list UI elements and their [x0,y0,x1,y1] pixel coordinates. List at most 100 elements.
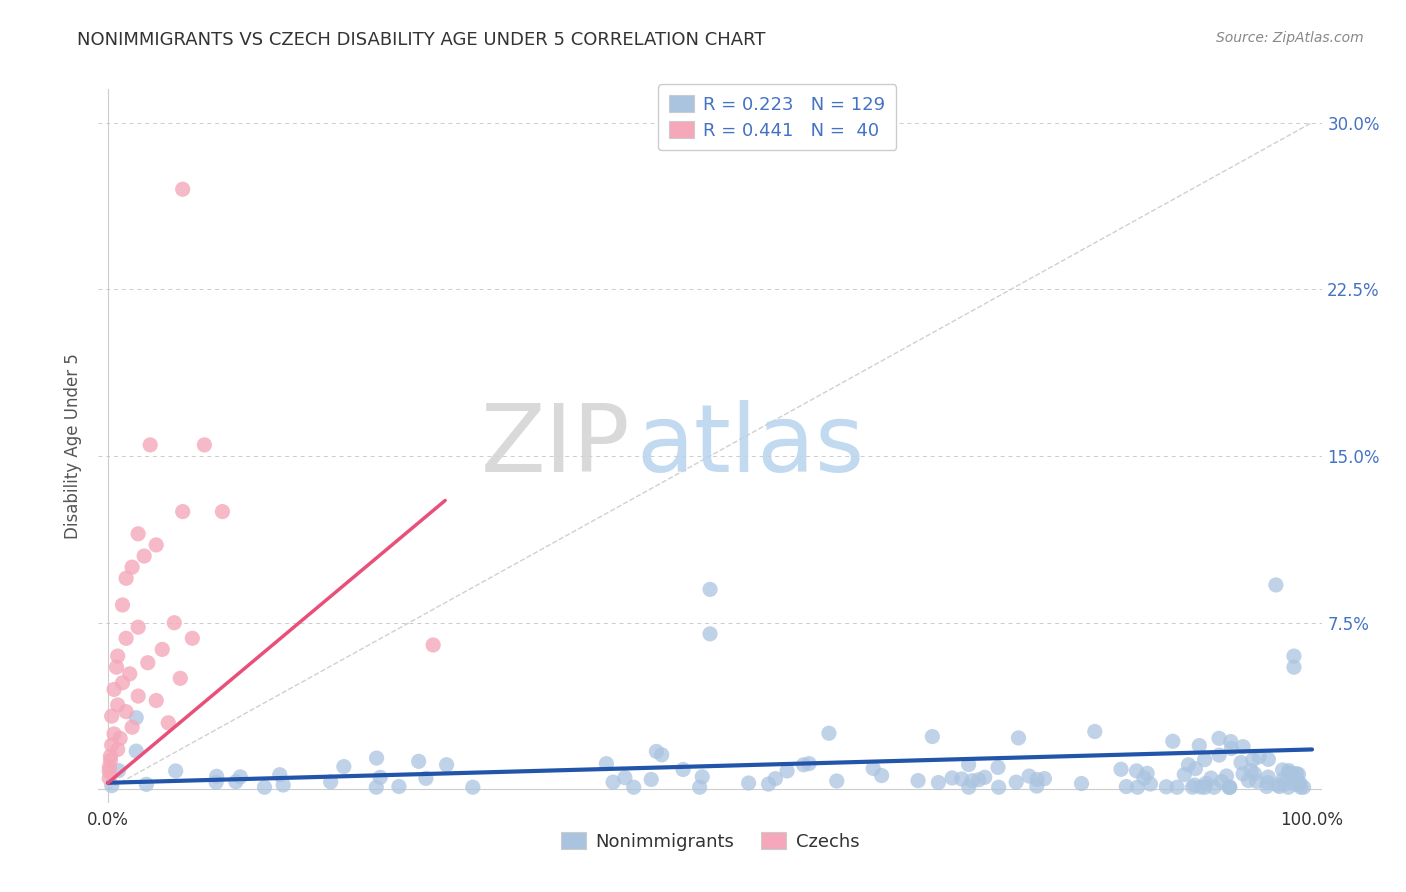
Point [118,666,141,681]
Point [1257,775,1279,789]
Point [1109,762,1132,776]
Point [907,773,929,788]
Point [1237,773,1260,788]
Point [115,632,138,646]
Point [136,656,159,670]
Point [211,505,233,519]
Point [115,705,138,719]
Point [957,757,980,772]
Point [973,770,995,784]
Point [1257,770,1279,784]
Point [105,660,128,674]
Point [135,777,157,791]
Point [225,774,247,789]
Point [1181,780,1204,795]
Point [422,638,444,652]
Point [987,780,1010,795]
Point [967,772,990,787]
Point [115,571,138,585]
Point [169,671,191,685]
Point [1007,731,1029,745]
Point [737,776,759,790]
Point [1268,780,1291,794]
Point [1256,780,1278,794]
Point [1278,764,1301,778]
Point [408,755,430,769]
Text: atlas: atlas [637,400,865,492]
Point [1199,771,1222,785]
Point [1195,776,1218,790]
Point [941,771,963,785]
Point [181,632,204,646]
Point [595,756,617,771]
Point [127,620,149,634]
Point [1277,780,1299,795]
Point [957,780,980,795]
Point [1033,772,1056,786]
Y-axis label: Disability Age Under 5: Disability Age Under 5 [65,353,83,539]
Point [793,757,815,772]
Point [1084,724,1107,739]
Point [1173,767,1195,781]
Point [1288,778,1310,792]
Point [150,642,173,657]
Point [987,760,1010,774]
Point [100,754,122,768]
Point [1240,764,1263,778]
Point [415,772,437,786]
Point [1288,775,1310,789]
Point [319,775,342,789]
Point [651,747,673,762]
Point [1161,734,1184,748]
Point [776,764,799,778]
Point [111,598,134,612]
Point [111,675,134,690]
Text: NONIMMIGRANTS VS CZECH DISABILITY AGE UNDER 5 CORRELATION CHART: NONIMMIGRANTS VS CZECH DISABILITY AGE UN… [77,31,766,49]
Point [1282,649,1305,664]
Point [269,768,291,782]
Point [1220,741,1243,756]
Point [1215,769,1237,783]
Point [271,778,294,792]
Point [1289,780,1312,795]
Point [205,769,228,783]
Point [1218,780,1240,795]
Point [699,582,721,597]
Point [145,538,167,552]
Point [645,744,668,758]
Point [100,749,122,764]
Point [1285,766,1308,780]
Point [103,727,125,741]
Point [1177,757,1199,772]
Point [825,774,848,789]
Point [689,780,711,795]
Point [172,505,194,519]
Point [1208,748,1230,763]
Point [862,761,884,775]
Text: Source: ZipAtlas.com: Source: ZipAtlas.com [1216,31,1364,45]
Point [121,560,143,574]
Point [436,757,458,772]
Point [1292,780,1315,795]
Point [1271,763,1294,777]
Point [100,738,122,752]
Point [1232,739,1254,754]
Point [623,780,645,795]
Point [1246,774,1268,789]
Point [366,751,388,765]
Point [172,182,194,196]
Point [1139,777,1161,791]
Point [1126,780,1149,795]
Point [229,770,252,784]
Point [1286,767,1309,781]
Point [1241,753,1264,767]
Point [127,689,149,703]
Point [602,775,624,789]
Point [690,770,713,784]
Point [1018,769,1040,783]
Point [1070,776,1092,790]
Point [613,771,636,785]
Point [1025,779,1047,793]
Point [1272,772,1295,786]
Point [134,549,156,563]
